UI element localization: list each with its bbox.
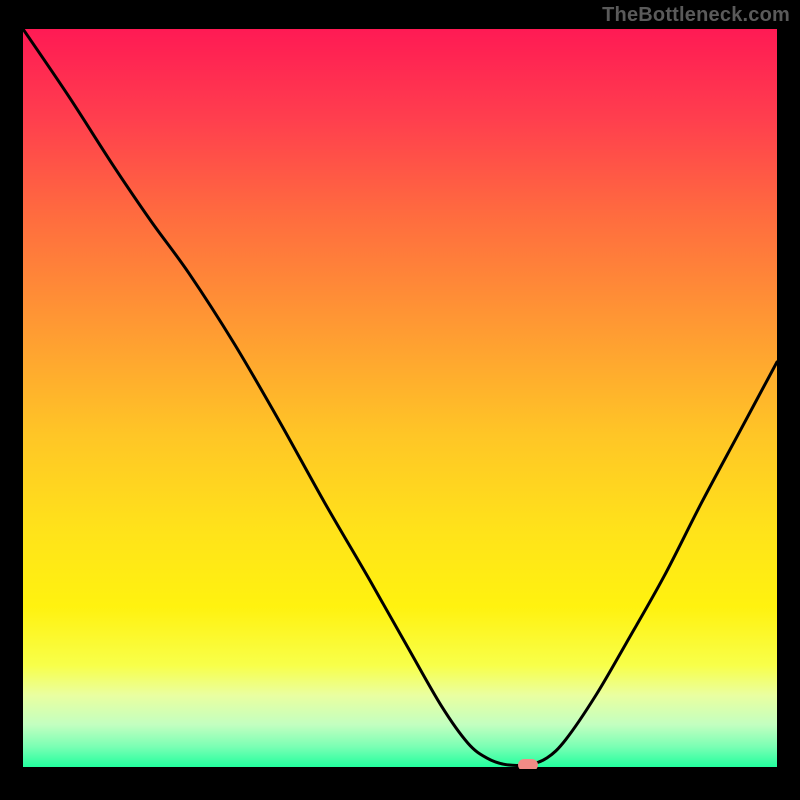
gradient-background xyxy=(23,29,777,769)
plot-area xyxy=(23,29,777,769)
watermark-text: TheBottleneck.com xyxy=(602,4,790,27)
chart-container: TheBottleneck.com xyxy=(0,0,800,800)
baseline xyxy=(23,767,777,769)
